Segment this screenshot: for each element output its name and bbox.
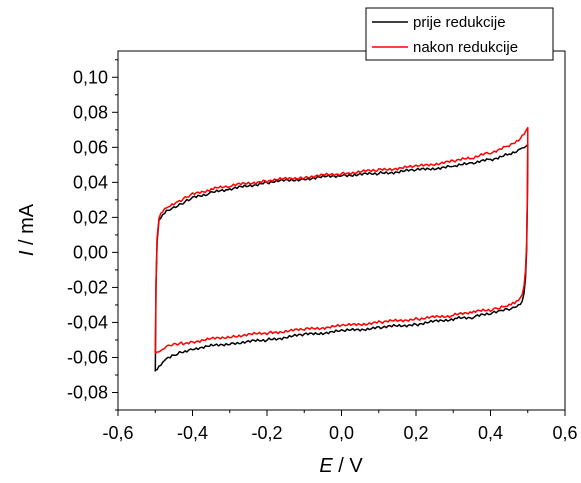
y-tick-label: 0,02 (73, 207, 108, 227)
y-tick-label: -0,06 (67, 347, 108, 367)
y-axis-title-unit: / mA (16, 203, 38, 250)
y-tick-label: -0,04 (67, 312, 108, 332)
plot-layer (154, 126, 529, 372)
x-tick-label: -0,6 (102, 423, 133, 443)
legend: prije redukcije nakon redukcije (365, 7, 554, 61)
y-tick-label: -0,02 (67, 277, 108, 297)
series-line-1 (154, 142, 529, 372)
x-tick-label: -0,2 (251, 423, 282, 443)
x-tick-label: 0,4 (478, 423, 503, 443)
x-tick-label: 0,0 (329, 423, 354, 443)
y-tick-label: 0,06 (73, 137, 108, 157)
x-tick-label: 0,2 (403, 423, 428, 443)
y-axis-title-symbol: I (16, 250, 38, 256)
y-tick-label: 0,04 (73, 172, 108, 192)
series-line-2 (154, 126, 529, 355)
y-tick-label: 0,10 (73, 67, 108, 87)
y-tick-label: 0,08 (73, 102, 108, 122)
x-axis-title-unit: / V (333, 455, 364, 477)
y-axis-title: I / mA (16, 203, 38, 256)
x-tick-label: 0,6 (552, 423, 577, 443)
x-tick-label: -0,4 (177, 423, 208, 443)
y-tick-label: 0,00 (73, 242, 108, 262)
x-axis-title: E / V (319, 455, 363, 477)
y-tick-label: -0,08 (67, 382, 108, 402)
legend-label-series-1: prije redukcije (413, 14, 506, 31)
x-axis-title-symbol: E (319, 455, 333, 477)
legend-box (365, 7, 554, 61)
legend-label-series-2: nakon redukcije (413, 39, 518, 56)
plot-frame (117, 50, 566, 411)
x-axis: -0,6 -0,4 -0,2 0,0 0,2 0,4 0,6 (102, 410, 578, 443)
y-axis: -0,08 -0,06 -0,04 -0,02 0,00 0,02 0,04 0,06 0,08… (67, 59, 118, 411)
